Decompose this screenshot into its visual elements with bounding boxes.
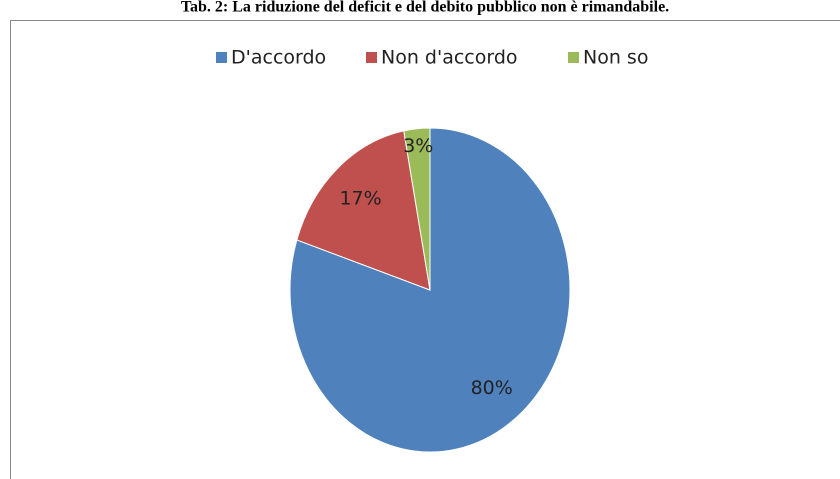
data-label: 17% [339,187,381,209]
legend-swatch [216,52,227,63]
data-label: 3% [403,135,433,157]
legend-label: Non so [583,47,648,69]
legend-swatch [568,52,579,63]
legend-swatch [366,52,377,63]
legend-label: D'accordo [231,47,326,69]
pie-slice [403,127,431,291]
pie-slice [296,130,431,291]
legend-label: Non d'accordo [381,47,518,69]
data-label: 80% [471,377,513,399]
chart-border [10,20,840,479]
chart-title: Tab. 2: La riduzione del deficit e del d… [181,0,669,16]
